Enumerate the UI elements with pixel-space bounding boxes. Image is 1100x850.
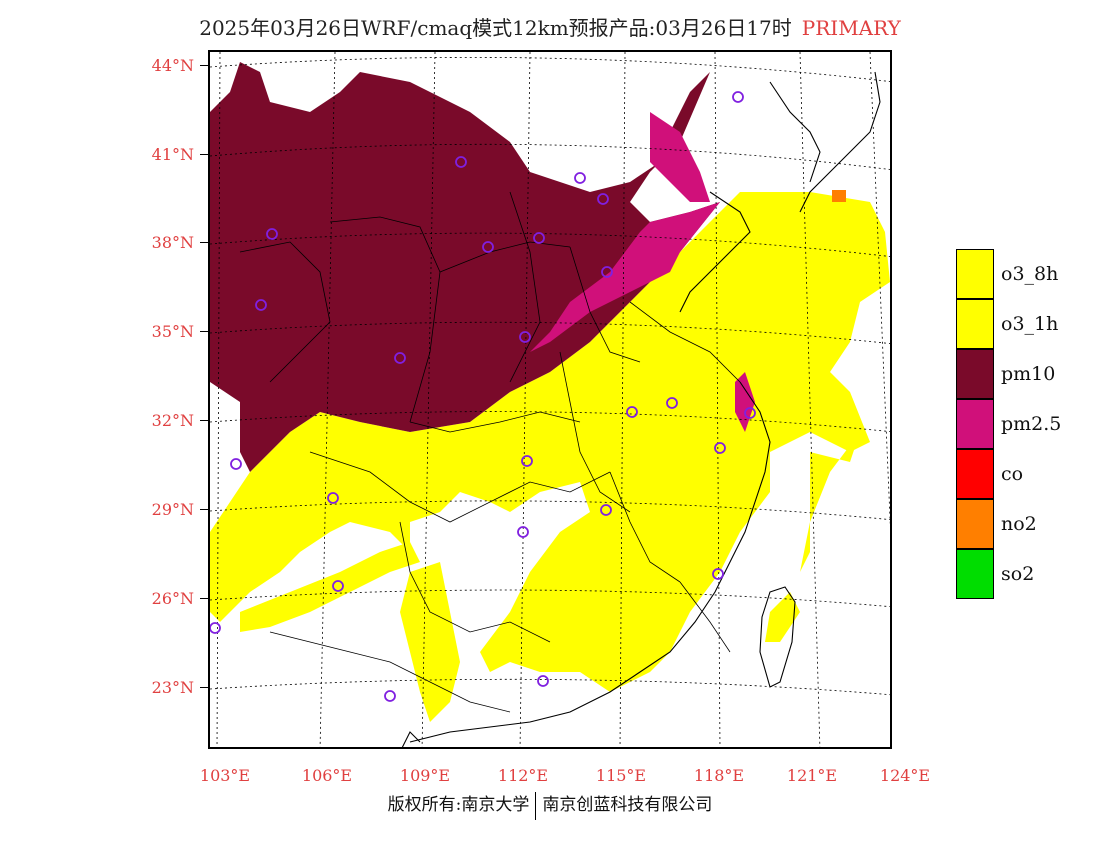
map-area[interactable] bbox=[208, 50, 892, 749]
station-marker bbox=[537, 675, 549, 687]
station-marker bbox=[332, 580, 344, 592]
station-marker bbox=[230, 458, 242, 470]
lat-tick bbox=[200, 598, 208, 599]
legend-item: pm2.5 bbox=[956, 399, 1061, 449]
map-title: 2025年03月26日WRF/cmaq模式12km预报产品:03月26日17时 P… bbox=[0, 12, 1100, 41]
lat-tick bbox=[200, 420, 208, 421]
station-marker bbox=[712, 568, 724, 580]
legend-swatch bbox=[956, 249, 994, 299]
pm10-northwest bbox=[210, 62, 720, 472]
pm25-coast bbox=[735, 372, 755, 432]
lon-label-106: 106°E bbox=[301, 766, 353, 785]
pm25-northeast bbox=[650, 112, 710, 202]
legend-item: pm10 bbox=[956, 349, 1061, 399]
lat-label-35: 35°N bbox=[151, 322, 194, 341]
legend: o3_8h o3_1h pm10 pm2.5 co no2 so2 bbox=[956, 249, 1061, 599]
o3-region bbox=[210, 192, 890, 722]
lat-tick bbox=[200, 687, 208, 688]
lon-label-121: 121°E bbox=[786, 766, 838, 785]
station-markers bbox=[210, 91, 756, 702]
o3-coast-patches bbox=[800, 432, 860, 572]
lon-label-103: 103°E bbox=[199, 766, 251, 785]
lat-label-23: 23°N bbox=[151, 678, 194, 697]
station-marker bbox=[519, 331, 531, 343]
graticule bbox=[210, 52, 890, 747]
legend-swatch bbox=[956, 449, 994, 499]
station-marker bbox=[517, 526, 529, 538]
legend-item: co bbox=[956, 449, 1061, 499]
station-marker bbox=[521, 455, 533, 467]
o3-taiwan-patch bbox=[765, 592, 800, 642]
lon-label-109: 109°E bbox=[399, 766, 451, 785]
taiwan-outline bbox=[759, 586, 796, 688]
lat-label-26: 26°N bbox=[151, 589, 194, 608]
lat-label-32: 32°N bbox=[151, 411, 194, 430]
station-marker bbox=[210, 622, 221, 634]
lat-label-44: 44°N bbox=[151, 56, 194, 75]
hainan-outline bbox=[401, 731, 421, 747]
legend-item: o3_8h bbox=[956, 249, 1061, 299]
lon-label-115: 115°E bbox=[595, 766, 647, 785]
o3-lower-band bbox=[240, 542, 420, 632]
station-marker bbox=[394, 352, 406, 364]
legend-swatch bbox=[956, 349, 994, 399]
station-marker bbox=[666, 397, 678, 409]
legend-label: so2 bbox=[1001, 563, 1035, 585]
footer-divider bbox=[535, 791, 537, 820]
o3-north-plain bbox=[210, 192, 890, 692]
station-marker bbox=[255, 299, 267, 311]
lat-label-41: 41°N bbox=[151, 145, 194, 164]
legend-label: pm10 bbox=[1001, 363, 1056, 385]
station-marker bbox=[626, 406, 638, 418]
primary-tag: PRIMARY bbox=[801, 16, 901, 40]
station-marker bbox=[744, 407, 756, 419]
legend-label: no2 bbox=[1001, 513, 1037, 535]
station-marker bbox=[597, 193, 609, 205]
legend-item: no2 bbox=[956, 499, 1061, 549]
pm25-band bbox=[530, 202, 720, 352]
station-marker bbox=[732, 91, 744, 103]
title-text: 2025年03月26日WRF/cmaq模式12km预报产品:03月26日17时 bbox=[199, 16, 792, 40]
station-marker bbox=[601, 266, 613, 278]
station-marker bbox=[327, 492, 339, 504]
copyright-footer: 版权所有:南京大学 南京创蓝科技有限公司 bbox=[0, 790, 1100, 820]
o3-south-blob bbox=[400, 562, 460, 722]
legend-swatch bbox=[956, 499, 994, 549]
lat-label-38: 38°N bbox=[151, 233, 194, 252]
lat-tick bbox=[200, 331, 208, 332]
lon-label-124: 124°E bbox=[879, 766, 931, 785]
pm25-region bbox=[530, 112, 755, 432]
lon-label-118: 118°E bbox=[693, 766, 745, 785]
legend-swatch bbox=[956, 549, 994, 599]
station-marker bbox=[574, 172, 586, 184]
lon-label-112: 112°E bbox=[497, 766, 549, 785]
legend-label: co bbox=[1001, 463, 1024, 485]
pm10-region bbox=[210, 62, 720, 472]
station-marker bbox=[714, 442, 726, 454]
province-boundaries bbox=[239, 191, 741, 713]
lat-label-29: 29°N bbox=[151, 500, 194, 519]
station-marker bbox=[384, 690, 396, 702]
lat-tick bbox=[200, 509, 208, 510]
legend-swatch bbox=[956, 399, 994, 449]
legend-item: o3_1h bbox=[956, 299, 1061, 349]
lat-tick bbox=[200, 65, 208, 66]
station-marker bbox=[482, 241, 494, 253]
map-canvas bbox=[210, 52, 890, 747]
legend-label: o3_1h bbox=[1001, 313, 1059, 335]
copyright-left: 版权所有:南京大学 bbox=[387, 795, 530, 815]
lat-tick bbox=[200, 242, 208, 243]
no2-patch bbox=[832, 190, 846, 202]
coastline bbox=[401, 71, 881, 747]
lat-tick bbox=[200, 154, 208, 155]
copyright-right: 南京创蓝科技有限公司 bbox=[542, 795, 713, 815]
legend-swatch bbox=[956, 299, 994, 349]
station-marker bbox=[600, 504, 612, 516]
legend-label: pm2.5 bbox=[1001, 413, 1062, 435]
legend-item: so2 bbox=[956, 549, 1061, 599]
station-marker bbox=[266, 228, 278, 240]
legend-label: o3_8h bbox=[1001, 263, 1059, 285]
station-marker bbox=[455, 156, 467, 168]
station-marker bbox=[533, 232, 545, 244]
